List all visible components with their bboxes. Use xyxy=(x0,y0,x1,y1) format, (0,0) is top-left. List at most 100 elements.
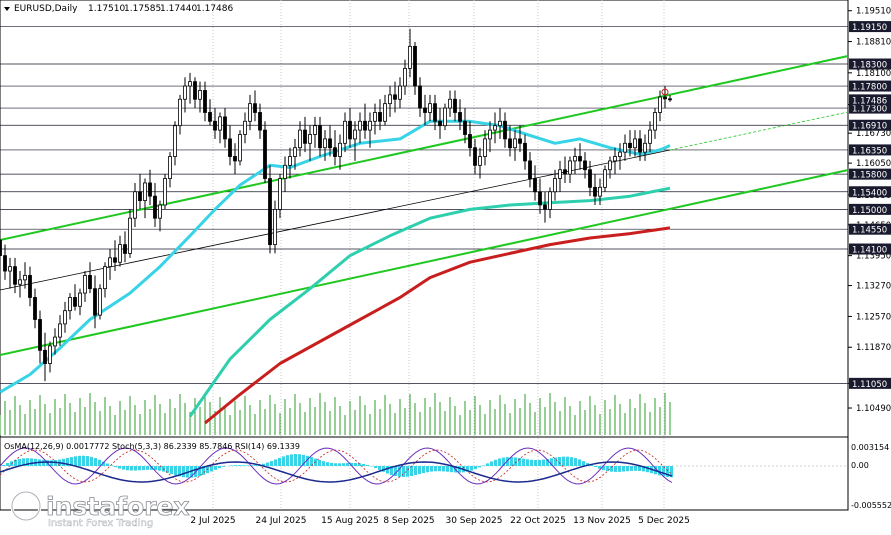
volume-bar xyxy=(435,393,436,435)
osma-bar xyxy=(118,466,121,469)
osma-bar xyxy=(30,458,33,466)
candle-bullish xyxy=(389,95,392,104)
ohlc-high: 1.17585 xyxy=(124,4,161,14)
volume-bar xyxy=(375,400,376,435)
y-tick-label: 1.11870 xyxy=(856,343,891,353)
y-tick-label: 1.19510 xyxy=(856,7,891,17)
volume-bar xyxy=(570,406,571,435)
volume-bar xyxy=(645,403,646,435)
indicator-axis-min: -0.005552 xyxy=(851,501,891,510)
candle-bearish xyxy=(154,196,157,218)
osma-bar xyxy=(346,463,349,466)
volume-bar xyxy=(145,400,146,435)
watermark-brand: instaforex xyxy=(46,492,190,521)
volume-bar xyxy=(90,393,91,435)
osma-bar xyxy=(458,466,461,473)
volume-bar xyxy=(600,414,601,435)
volume-bar xyxy=(665,393,666,435)
osma-bar xyxy=(214,466,217,470)
candle-bullish xyxy=(79,293,82,306)
candle-bearish xyxy=(94,289,97,315)
candle-bearish xyxy=(44,350,47,363)
candle-bullish xyxy=(109,258,112,267)
candle-bearish xyxy=(589,170,592,188)
candle-bullish xyxy=(654,112,657,130)
volume-bar xyxy=(5,401,6,435)
volume-bar xyxy=(35,409,36,435)
osma-bar xyxy=(290,454,293,466)
osma-bar xyxy=(430,466,433,472)
candle-bearish xyxy=(364,121,367,130)
volume-bar xyxy=(305,412,306,435)
volume-bar xyxy=(105,397,106,435)
candle-bullish xyxy=(369,121,372,130)
volume-bar xyxy=(75,412,76,435)
osma-bar xyxy=(366,465,369,466)
level-tag-label: 1.17800 xyxy=(852,83,887,93)
x-tick-label: 30 Sep 2025 xyxy=(445,516,502,526)
osma-bar xyxy=(486,463,489,466)
level-tag-label: 1.15400 xyxy=(852,188,887,198)
candle-bearish xyxy=(319,126,322,148)
candle-bullish xyxy=(409,46,412,68)
volume-bar xyxy=(325,402,326,435)
volume-bar xyxy=(55,399,56,435)
candle-bearish xyxy=(594,187,597,196)
osma-bar xyxy=(254,465,257,466)
ohlc-open: 1.17510 xyxy=(88,4,125,14)
level-tag-label: 1.11050 xyxy=(852,380,887,390)
candle-bearish xyxy=(124,245,127,254)
osma-bar xyxy=(266,463,269,466)
volume-bar xyxy=(575,415,576,435)
candle-bearish xyxy=(254,104,257,113)
candle-bearish xyxy=(504,121,507,139)
volume-bar xyxy=(195,398,196,435)
osma-bar xyxy=(62,459,65,466)
candle-bullish xyxy=(284,165,287,178)
volume-bar xyxy=(355,410,356,435)
volume-bar xyxy=(245,396,246,435)
candle-bearish xyxy=(564,170,567,174)
volume-bar xyxy=(505,404,506,435)
volume-bar xyxy=(495,409,496,435)
candle-bullish xyxy=(619,152,622,156)
level-tag-label: 1.14100 xyxy=(852,246,887,256)
volume-bar xyxy=(620,404,621,435)
osma-bar xyxy=(270,461,273,466)
volume-bar xyxy=(410,394,411,435)
candle-bearish xyxy=(519,139,522,143)
volume-bar xyxy=(460,415,461,435)
osma-bar xyxy=(418,466,421,474)
volume-bar xyxy=(500,395,501,435)
osma-bar xyxy=(378,466,381,470)
volume-bar xyxy=(330,411,331,435)
osma-bar xyxy=(278,458,281,466)
candle-bearish xyxy=(629,143,632,147)
osma-bar xyxy=(522,459,525,466)
osma-bar xyxy=(442,466,445,471)
candle-bullish xyxy=(479,157,482,166)
candle-bullish xyxy=(489,130,492,139)
candle-bullish xyxy=(574,157,577,161)
x-tick-label: 2 Jul 2025 xyxy=(190,516,235,526)
indicator-axis-labels: 0.003154 0.00 -0.005552 xyxy=(851,443,891,510)
volume-bar xyxy=(50,413,51,435)
volume-bar xyxy=(415,403,416,435)
candle-bullish xyxy=(309,134,312,143)
candle-bullish xyxy=(299,130,302,148)
candle-bullish xyxy=(164,179,167,205)
volume-bar xyxy=(485,414,486,435)
candle-bearish xyxy=(329,139,332,148)
volume-bar xyxy=(250,405,251,435)
volume-bar xyxy=(430,407,431,435)
candle-bullish xyxy=(314,126,317,135)
volume-bar xyxy=(10,410,11,435)
volume-bar xyxy=(135,405,136,435)
osma-bar xyxy=(478,466,481,467)
osma-bar xyxy=(438,466,441,471)
osma-bar xyxy=(630,466,633,471)
osma-bar xyxy=(106,464,109,466)
candle-bullish xyxy=(499,121,502,125)
candle-bullish xyxy=(644,143,647,152)
